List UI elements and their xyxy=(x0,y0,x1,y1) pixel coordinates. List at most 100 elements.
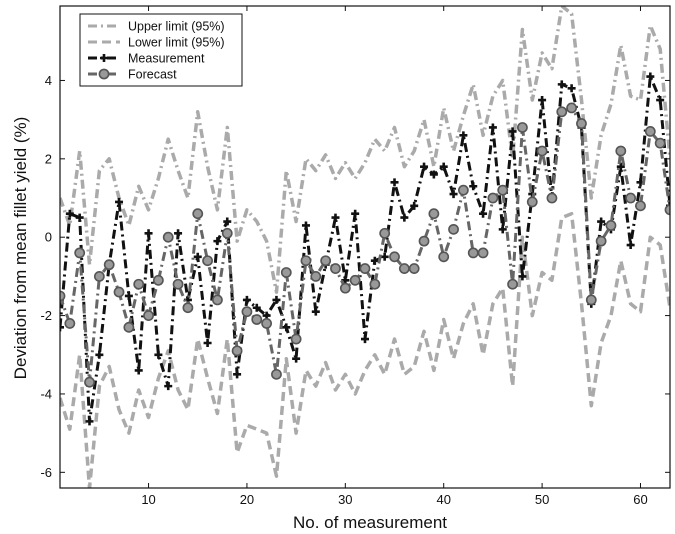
data-point xyxy=(64,318,76,329)
data-point xyxy=(625,192,637,204)
data-point xyxy=(242,295,251,304)
legend-entry-3: Forecast xyxy=(88,68,177,82)
data-point xyxy=(380,252,389,261)
data-point xyxy=(203,339,212,348)
data-point xyxy=(646,72,655,81)
data-point xyxy=(398,263,410,274)
series-2 xyxy=(60,72,670,426)
series-line-1 xyxy=(60,211,670,488)
x-tick-label: 60 xyxy=(633,492,647,507)
data-point xyxy=(162,231,174,243)
data-point xyxy=(192,208,204,220)
data-point xyxy=(193,252,202,261)
data-point xyxy=(448,223,459,235)
data-point xyxy=(213,237,222,246)
data-point xyxy=(585,294,597,306)
y-tick-label: 4 xyxy=(45,73,52,88)
data-point xyxy=(566,102,578,114)
data-point xyxy=(202,255,213,267)
legend-marker xyxy=(100,54,108,62)
legend-entry-2: Measurement xyxy=(88,52,205,66)
x-axis-label: No. of measurement xyxy=(293,513,447,532)
data-point xyxy=(369,278,381,290)
data-point xyxy=(172,278,184,290)
data-point xyxy=(331,213,340,222)
data-point xyxy=(310,270,322,282)
data-point xyxy=(538,96,547,105)
data-point xyxy=(477,247,489,259)
data-point xyxy=(251,314,263,325)
data-point xyxy=(605,220,617,231)
data-point xyxy=(182,302,194,314)
data-point xyxy=(154,350,163,359)
data-point xyxy=(508,127,517,136)
data-point xyxy=(271,368,282,380)
legend-label: Upper limit (95%) xyxy=(128,20,225,34)
data-point xyxy=(301,221,310,230)
data-point xyxy=(174,229,183,238)
legend: Upper limit (95%) Lower limit (95%) Measur… xyxy=(79,13,243,87)
data-point xyxy=(330,263,341,274)
y-tick-label: -6 xyxy=(40,465,52,480)
data-point xyxy=(400,213,409,222)
data-point xyxy=(536,145,548,157)
legend-label: Forecast xyxy=(128,68,177,82)
data-point xyxy=(428,208,440,220)
legend-entry-0: Upper limit (95%) xyxy=(88,20,225,34)
data-point xyxy=(65,209,74,218)
data-point xyxy=(74,247,86,259)
data-point xyxy=(556,106,568,118)
y-tick-label: 2 xyxy=(45,151,52,166)
data-point xyxy=(84,376,95,388)
data-point xyxy=(95,350,104,359)
data-point xyxy=(359,263,371,274)
data-point xyxy=(282,323,291,332)
data-point xyxy=(349,274,361,286)
data-point xyxy=(567,84,576,93)
data-point xyxy=(272,295,281,304)
data-point xyxy=(517,122,528,133)
data-point xyxy=(615,145,627,157)
data-point xyxy=(221,227,233,239)
data-point xyxy=(123,321,135,333)
data-point xyxy=(389,251,400,263)
x-tick-label: 50 xyxy=(535,492,549,507)
series-0 xyxy=(60,6,670,294)
data-point xyxy=(241,306,253,318)
series-1 xyxy=(60,211,670,488)
data-point xyxy=(526,196,538,208)
data-point xyxy=(60,323,64,332)
data-point xyxy=(487,192,499,204)
data-point xyxy=(231,345,243,357)
data-point xyxy=(616,162,625,171)
plot-area xyxy=(60,6,670,488)
legend-marker xyxy=(98,68,110,80)
data-point xyxy=(290,333,302,345)
data-point xyxy=(233,370,242,379)
axes: 10 20 30 40 50 60 -6 -4 -2 0 2 4 xyxy=(40,5,671,507)
data-point xyxy=(626,241,635,250)
data-point xyxy=(85,417,94,426)
data-point xyxy=(115,197,124,206)
data-point xyxy=(361,335,369,344)
data-point xyxy=(113,286,125,298)
data-point xyxy=(546,192,558,204)
data-point xyxy=(133,278,145,290)
x-tick-label: 30 xyxy=(338,492,352,507)
data-point xyxy=(280,267,292,278)
data-point xyxy=(497,184,509,196)
data-point xyxy=(654,137,666,149)
data-point xyxy=(439,162,448,171)
data-point xyxy=(557,80,566,89)
data-point xyxy=(467,247,479,259)
data-point xyxy=(507,278,518,290)
data-point xyxy=(644,125,656,137)
data-point xyxy=(134,366,143,375)
data-point xyxy=(576,118,587,129)
legend-label: Measurement xyxy=(128,52,205,66)
data-point xyxy=(597,217,606,226)
data-point xyxy=(223,217,232,226)
legend-entry-1: Lower limit (95%) xyxy=(88,36,225,50)
data-point xyxy=(498,225,507,234)
